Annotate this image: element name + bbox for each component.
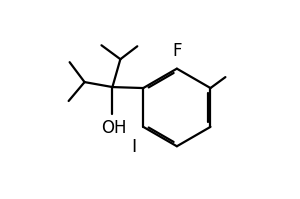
- Text: OH: OH: [101, 119, 126, 137]
- Text: F: F: [172, 42, 182, 60]
- Text: I: I: [132, 138, 137, 156]
